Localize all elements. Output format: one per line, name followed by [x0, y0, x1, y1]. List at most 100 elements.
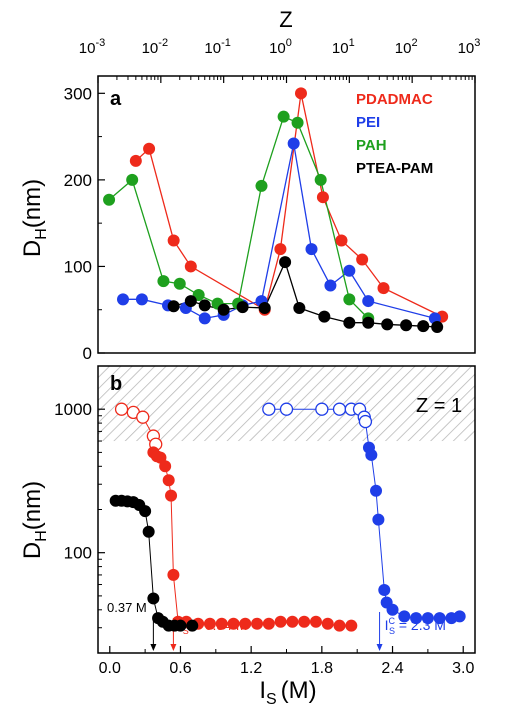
point-ptea-pam: [258, 301, 271, 314]
top-tick-label: 10-3: [79, 37, 105, 57]
point-pah: [157, 275, 170, 288]
arrow-blue-label-sup: C: [388, 616, 395, 626]
point-ptea-pam: [236, 301, 249, 314]
point-ptea-pam: [174, 619, 187, 632]
point-pah: [277, 110, 290, 123]
point-ptea-pam: [167, 300, 180, 313]
panel-b-series-lines: [115, 408, 460, 627]
top-tick-label-exponent: 3: [474, 37, 480, 49]
point-pdadmac: [162, 474, 175, 487]
legend-entry-pei: PEI: [356, 114, 380, 131]
top-tick-label-exponent: 1: [349, 37, 355, 49]
point-pei: [370, 484, 383, 497]
point-ptea-pam: [293, 301, 306, 314]
point-pei: [362, 295, 375, 308]
point-pei: [378, 583, 391, 596]
top-tick-label: 100: [269, 37, 292, 57]
point-pei: [372, 513, 385, 526]
panel-a-y-axis-label: DH(nm): [19, 179, 50, 257]
panel-b-series-points: [109, 402, 466, 632]
top-tick-label: 103: [458, 37, 481, 57]
point-pei: [324, 279, 337, 292]
point-ptea-pam: [400, 319, 413, 332]
panel-b-y-axis-label: DH(nm): [19, 481, 50, 559]
point-pei: [453, 610, 466, 623]
point-ptea-pam: [381, 318, 394, 331]
panel-a-letter: a: [110, 88, 122, 110]
top-tick-label-exponent: -2: [158, 37, 168, 49]
point-pdadmac: [159, 460, 172, 473]
point-ptea-pam: [279, 256, 292, 269]
point-ptea-pam: [431, 321, 444, 334]
hollow-point-pdadmac: [114, 402, 129, 416]
point-pdadmac: [333, 619, 346, 632]
point-pei: [421, 612, 434, 625]
panel-b-x-axis-label: IS (M): [259, 677, 316, 708]
top-tick-label-base: 10: [269, 40, 286, 57]
top-axis-label: Z: [279, 7, 292, 32]
point-ptea-pam: [362, 316, 375, 329]
top-tick-label-base: 10: [142, 40, 159, 57]
point-pah: [343, 293, 356, 306]
arrow-black-head: [150, 644, 157, 651]
point-pdadmac: [167, 234, 180, 247]
point-pdadmac: [184, 260, 197, 273]
point-pdadmac: [143, 142, 156, 155]
point-pdadmac: [298, 615, 311, 628]
point-pdadmac: [286, 615, 299, 628]
point-pah: [126, 173, 139, 186]
panel-b-y-tick-label: 100: [64, 544, 92, 563]
panel-a-y-tick-label: 100: [64, 257, 92, 276]
point-ptea-pam: [186, 619, 199, 632]
point-pei: [135, 293, 148, 306]
arrow-blue-label-main: I: [385, 617, 389, 633]
point-pei: [198, 312, 211, 325]
point-pdadmac: [345, 619, 358, 632]
panel-b-x-tick-label: 0.0: [99, 660, 121, 677]
point-pdadmac: [377, 282, 390, 295]
band-label: Z = 1: [416, 395, 462, 417]
point-pdadmac: [274, 243, 287, 256]
point-pdadmac: [167, 568, 180, 581]
point-pah: [291, 116, 304, 129]
point-pei: [117, 293, 130, 306]
hollow-point-pdadmac: [136, 410, 150, 424]
point-pdadmac: [251, 617, 264, 630]
panel-a-y-tick-label: 200: [64, 171, 92, 190]
panel-b-axes: 0.0 0.6 1.2 1.8 2.4 3.0 100 1000: [54, 365, 474, 677]
point-ptea-pam: [318, 310, 331, 323]
top-tick-label: 101: [332, 37, 355, 57]
top-tick-label-exponent: -3: [95, 37, 105, 49]
top-tick-label: 102: [395, 37, 418, 57]
point-pdadmac: [227, 617, 240, 630]
panel-a-series-points: [103, 87, 449, 334]
panel-b-letter: b: [110, 373, 122, 395]
arrow-black-label: 0.37 M: [107, 600, 147, 615]
point-pdadmac: [165, 489, 178, 502]
point-ptea-pam: [343, 316, 356, 329]
hollow-point-pei: [262, 402, 276, 416]
panel-a-series-lines: [108, 93, 443, 328]
point-pdadmac: [335, 234, 348, 247]
point-ptea-pam: [217, 303, 230, 316]
point-pdadmac: [274, 615, 287, 628]
top-tick-label-exponent: 0: [286, 37, 292, 49]
point-pah: [103, 193, 116, 206]
point-pdadmac: [316, 191, 329, 204]
point-ptea-pam: [142, 525, 155, 538]
point-pdadmac: [215, 617, 228, 630]
point-pdadmac: [294, 87, 307, 100]
hollow-point-pei: [358, 414, 373, 429]
point-pei: [343, 264, 356, 277]
top-tick-label: 10-1: [204, 37, 230, 57]
panel-b-y-tick-label: 1000: [54, 400, 92, 419]
panel-b-x-tick-label: 1.8: [311, 660, 333, 677]
point-pah: [255, 179, 268, 192]
point-pei: [305, 243, 318, 256]
legend-entry-pdadmac: PDADMAC: [356, 91, 433, 108]
point-ptea-pam: [198, 299, 211, 312]
